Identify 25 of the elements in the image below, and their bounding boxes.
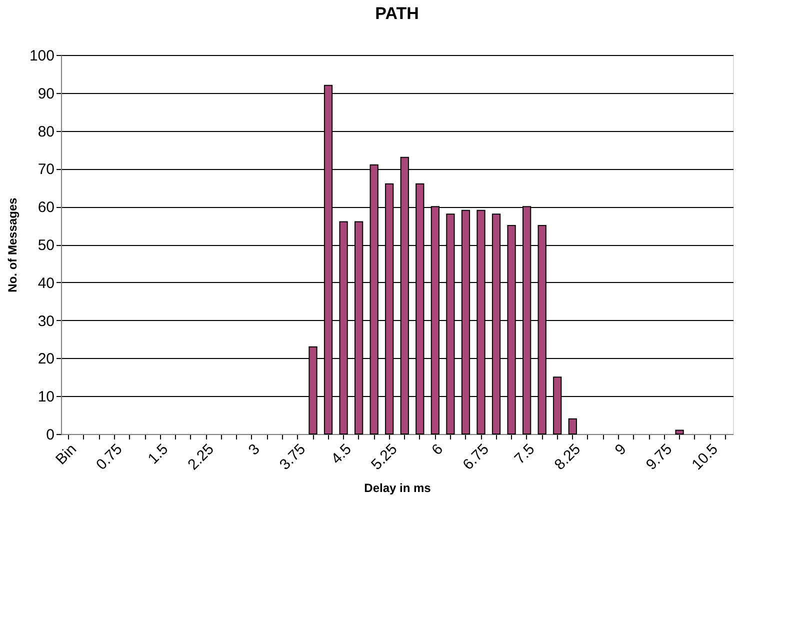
y-tick-label: 50 [38, 237, 54, 254]
x-tick-label: 0.75 [93, 440, 126, 474]
x-axis-title: Delay in ms [364, 480, 432, 495]
y-tick-label: 100 [29, 48, 54, 64]
y-axis-title: No. of Messages [5, 197, 20, 292]
y-tick-label: 70 [38, 161, 54, 178]
y-tick-label: 80 [38, 123, 54, 140]
x-tick-label: 4.5 [328, 440, 355, 468]
x-tick-label: 9 [612, 440, 630, 459]
x-tick-label: 6.75 [460, 440, 492, 474]
x-tick-label: 1.5 [144, 440, 172, 468]
x-tick-label: 3.75 [276, 440, 310, 474]
x-tick-label: 6 [428, 440, 446, 459]
y-tick-label: 30 [38, 312, 54, 330]
chart-title: PATH [375, 4, 419, 23]
x-tick-label: 7.5 [511, 440, 538, 468]
y-tick-label: 20 [38, 350, 54, 368]
x-tick-label: 9.75 [642, 440, 676, 474]
y-tick-label: 0 [46, 426, 54, 444]
x-tick-label: Bin [52, 440, 80, 468]
x-tick-label: 3 [245, 440, 264, 459]
y-tick-label: 10 [38, 388, 54, 406]
y-tick-label: 90 [38, 85, 54, 102]
y-tick-label: 60 [38, 199, 54, 216]
y-tick-label: 40 [38, 274, 54, 292]
